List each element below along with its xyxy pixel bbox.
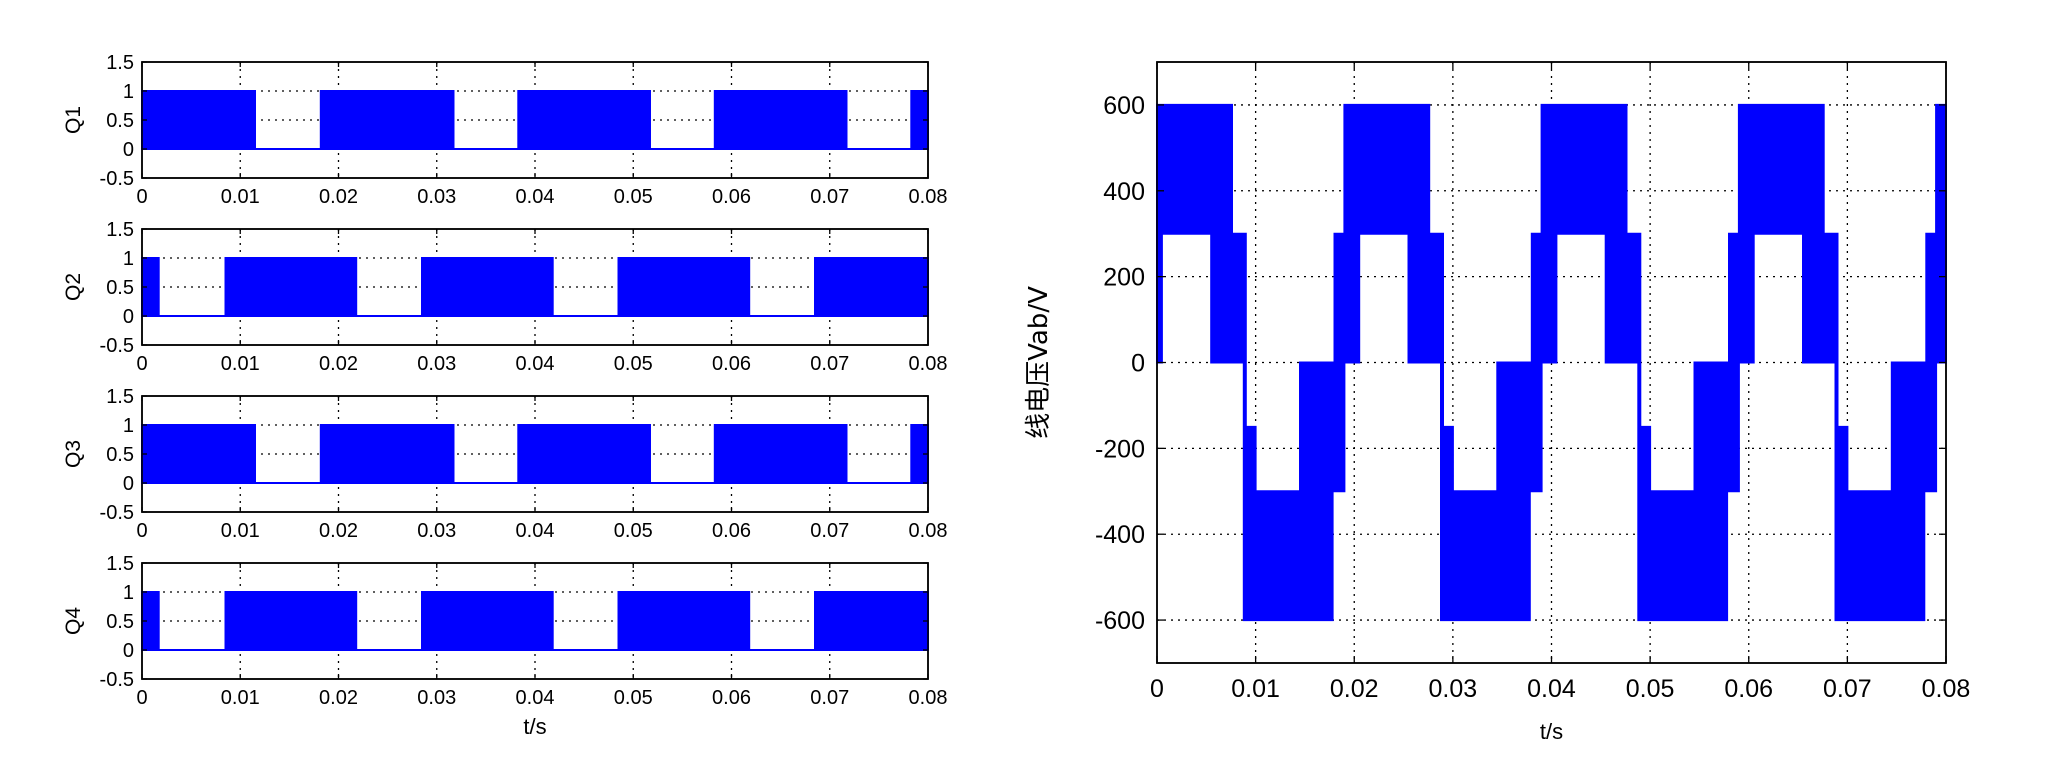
y-axis-label: Q2 — [62, 273, 85, 301]
y-tick-label: 1.5 — [106, 386, 134, 408]
y-axis-label: Q4 — [62, 607, 85, 635]
y-tick-label: 0.5 — [106, 444, 134, 466]
x-tick-label: 0.05 — [614, 186, 653, 208]
x-tick-label: 0.01 — [221, 520, 260, 542]
x-tick-label: 0.01 — [221, 687, 260, 709]
y-tick-label: 200 — [1103, 264, 1145, 292]
y-axis-label: Q1 — [62, 106, 85, 134]
y-tick-label: -200 — [1095, 435, 1145, 463]
y-tick-label: -0.5 — [100, 669, 134, 691]
x-tick-label: 0.08 — [909, 520, 948, 542]
y-tick-label: -600 — [1095, 607, 1145, 635]
y-tick-label: 400 — [1103, 178, 1145, 206]
x-tick-label: 0.02 — [1330, 675, 1379, 703]
y-tick-label: 1.5 — [106, 52, 134, 74]
x-tick-label: 0.05 — [1626, 675, 1675, 703]
x-tick-label: 0 — [136, 687, 147, 709]
x-tick-label: 0.01 — [221, 353, 260, 375]
x-tick-label: 0 — [136, 186, 147, 208]
x-tick-label: 0 — [1150, 675, 1164, 703]
y-tick-label: 1.5 — [106, 219, 134, 241]
x-tick-label: 0 — [136, 353, 147, 375]
y-tick-label: -400 — [1095, 521, 1145, 549]
y-tick-label: 1 — [123, 248, 134, 270]
x-tick-label: 0.05 — [614, 520, 653, 542]
subplot-Q2: 0 0.01 0.02 0.03 0.04 0.05 0.06 0.07 0.08-0.500.… — [62, 219, 947, 375]
y-tick-label: 0 — [123, 139, 134, 161]
x-tick-label: 0.08 — [909, 353, 948, 375]
x-tick-label: 0.07 — [810, 687, 849, 709]
subplot-Vab: 0 0.01 0.02 0.03 0.04 0.05 0.06 0.07 0.08 -600 -40… — [1024, 61, 1971, 744]
y-tick-label: 0 — [1131, 350, 1145, 378]
y-tick-label: 0.5 — [106, 110, 134, 132]
x-tick-label: 0.01 — [221, 186, 260, 208]
y-tick-label: 0 — [123, 473, 134, 495]
x-tick-label: 0.03 — [417, 687, 456, 709]
x-tick-label: 0.04 — [516, 186, 555, 208]
y-tick-label: 1 — [123, 415, 134, 437]
x-tick-label: 0.02 — [319, 520, 358, 542]
series-Q3 — [141, 424, 929, 484]
x-tick-label: 0.05 — [614, 687, 653, 709]
y-tick-label: -0.5 — [100, 502, 134, 524]
x-axis-label: t/s — [1540, 719, 1563, 744]
subplot-Q4: 0 0.01 0.02 0.03 0.04 0.05 0.06 0.07 0.08-0.500.… — [62, 553, 947, 739]
y-tick-label: 0.5 — [106, 611, 134, 633]
x-tick-label: 0.06 — [1724, 675, 1773, 703]
x-tick-label: 0.06 — [712, 353, 751, 375]
y-tick-label: 0 — [123, 306, 134, 328]
y-axis-label: 线电压Vab/V — [1024, 286, 1054, 439]
series-Q1 — [141, 90, 929, 150]
x-tick-label: 0.04 — [516, 353, 555, 375]
x-tick-label: 0.06 — [712, 687, 751, 709]
x-tick-label: 0.03 — [417, 520, 456, 542]
x-tick-label: 0.07 — [810, 520, 849, 542]
x-tick-label: 0.04 — [1527, 675, 1576, 703]
x-tick-label: 0.07 — [810, 186, 849, 208]
x-tick-label: 0.06 — [712, 520, 751, 542]
x-tick-label: 0.04 — [516, 687, 555, 709]
y-tick-label: 0 — [123, 640, 134, 662]
y-tick-label: -0.5 — [100, 168, 134, 190]
x-tick-label: 0.08 — [1922, 675, 1971, 703]
series-Vab — [1156, 103, 1947, 622]
x-tick-label: 0.05 — [614, 353, 653, 375]
x-tick-label: 0.08 — [909, 687, 948, 709]
x-tick-label: 0.02 — [319, 687, 358, 709]
series-Q2 — [141, 257, 929, 317]
y-tick-label: 1 — [123, 582, 134, 604]
x-tick-label: 0.02 — [319, 186, 358, 208]
y-tick-label: -0.5 — [100, 335, 134, 357]
x-tick-label: 0.07 — [1823, 675, 1872, 703]
x-tick-label: 0.08 — [909, 186, 948, 208]
x-tick-label: 0 — [136, 520, 147, 542]
y-tick-label: 1.5 — [106, 553, 134, 575]
x-tick-label: 0.02 — [319, 353, 358, 375]
y-tick-label: 600 — [1103, 92, 1145, 120]
y-axis-label: Q3 — [62, 440, 85, 468]
y-tick-label: 1 — [123, 81, 134, 103]
x-axis-label: t/s — [523, 714, 546, 739]
subplot-Q3: 0 0.01 0.02 0.03 0.04 0.05 0.06 0.07 0.08-0.500.… — [62, 386, 947, 542]
x-tick-label: 0.04 — [516, 520, 555, 542]
series-Q4 — [141, 591, 929, 651]
x-tick-label: 0.03 — [417, 353, 456, 375]
x-tick-label: 0.03 — [417, 186, 456, 208]
x-tick-label: 0.01 — [1231, 675, 1280, 703]
subplot-Q1: 0 0.01 0.02 0.03 0.04 0.05 0.06 0.07 0.08-0.500.… — [62, 52, 947, 208]
y-tick-label: 0.5 — [106, 277, 134, 299]
x-tick-label: 0.03 — [1429, 675, 1478, 703]
x-tick-label: 0.06 — [712, 186, 751, 208]
x-tick-label: 0.07 — [810, 353, 849, 375]
